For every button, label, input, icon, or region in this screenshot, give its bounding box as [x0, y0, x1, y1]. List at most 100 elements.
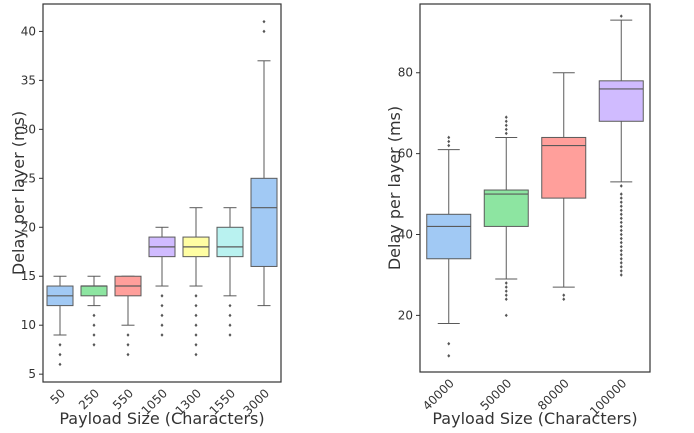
right-y-axis-label: Delay per layer (ms): [385, 106, 404, 270]
right-outlier-point: [619, 14, 623, 18]
right-y-tick-label: 40: [398, 228, 413, 242]
left-outlier-point: [228, 303, 232, 308]
left-outlier-point: [92, 342, 96, 347]
right-outlier-point: [619, 200, 623, 204]
left-y-axis-label: Delay per layer (ms): [9, 111, 28, 275]
left-outlier-point: [194, 313, 198, 318]
right-outlier-point: [447, 143, 451, 148]
left-outlier-point: [228, 323, 232, 328]
left-outlier-point: [92, 313, 96, 318]
right-outlier-point: [619, 212, 623, 217]
right-outlier-point: [619, 244, 623, 249]
left-outlier-point: [126, 352, 130, 357]
right-outlier-point: [504, 131, 508, 136]
right-box-80000: [541, 136, 587, 199]
right-outlier-point: [504, 127, 508, 132]
right-box-50000: [483, 189, 529, 227]
left-x-tick-label: 50: [47, 386, 68, 407]
right-outlier-point: [619, 256, 623, 261]
right-outlier-point: [619, 232, 623, 237]
right-outlier-point: [504, 119, 508, 124]
left-outlier-point: [58, 352, 62, 357]
left-outlier-point: [58, 342, 62, 347]
right-outlier-point: [619, 196, 623, 200]
right-outlier-point: [504, 313, 508, 318]
left-outlier-point: [194, 333, 198, 337]
right-outlier-point: [447, 341, 451, 346]
left-outlier-point: [228, 333, 232, 337]
right-outlier-point: [619, 216, 623, 221]
left-outlier-point: [160, 294, 164, 298]
left-outlier-point: [92, 333, 96, 337]
right-outlier-point: [619, 208, 623, 213]
left-outlier-point: [194, 303, 198, 308]
left-y-tick-label: 35: [21, 73, 36, 87]
left-outlier-point: [160, 313, 164, 318]
right-outlier-point: [619, 192, 623, 196]
right-box-40000: [426, 213, 472, 260]
right-outlier-point: [619, 224, 623, 229]
right-outlier-point: [619, 184, 623, 188]
right-outlier-point: [619, 204, 623, 208]
left-box-250: [80, 285, 108, 297]
left-outlier-point: [58, 362, 62, 367]
right-outlier-point: [619, 265, 623, 269]
right-outlier-point: [619, 240, 623, 245]
left-y-tick-label: 20: [21, 220, 36, 234]
left-box-1550: [216, 226, 244, 258]
left-plot-frame: [42, 3, 282, 383]
left-outlier-point: [160, 303, 164, 308]
right-outlier-point: [619, 248, 623, 253]
left-x-axis-label: Payload Size (Characters): [59, 409, 264, 428]
left-y-tick-label: 5: [28, 367, 36, 381]
right-outlier-point: [504, 293, 508, 297]
left-y-tick-label: 25: [21, 171, 36, 185]
right-outlier-point: [504, 123, 508, 128]
right-plot-frame: [419, 3, 651, 373]
right-outlier-point: [447, 354, 451, 358]
right-outlier-point: [619, 236, 623, 241]
left-outlier-point: [262, 19, 266, 24]
right-outlier-point: [619, 269, 623, 273]
right-y-tick-label: 60: [398, 147, 413, 161]
right-outlier-point: [504, 115, 508, 120]
right-x-tick-label: 50000: [477, 376, 514, 413]
left-outlier-point: [194, 342, 198, 347]
left-outlier-point: [160, 323, 164, 328]
right-outlier-point: [447, 139, 451, 144]
right-outlier-point: [504, 285, 508, 289]
right-outlier-point: [562, 293, 566, 297]
left-y-tick-label: 40: [21, 24, 36, 38]
left-y-tick-label: 15: [21, 269, 36, 283]
right-y-tick-label: 80: [398, 66, 413, 80]
left-outlier-point: [228, 313, 232, 318]
left-y-tick-label: 30: [21, 122, 36, 136]
right-outlier-point: [504, 297, 508, 302]
left-outlier-point: [194, 323, 198, 328]
right-x-axis-label: Payload Size (Characters): [432, 409, 637, 428]
right-y-tick-label: 20: [398, 308, 413, 322]
left-outlier-point: [126, 333, 130, 337]
right-outlier-point: [504, 281, 508, 285]
right-x-tick-label: 80000: [535, 376, 572, 413]
right-outlier-point: [447, 135, 451, 140]
left-y-tick-label: 10: [21, 318, 36, 332]
right-outlier-point: [504, 289, 508, 293]
right-outlier-point: [562, 297, 566, 302]
left-outlier-point: [194, 352, 198, 357]
left-outlier-point: [194, 294, 198, 298]
right-outlier-point: [619, 228, 623, 233]
left-outlier-point: [262, 29, 266, 34]
left-outlier-point: [160, 333, 164, 337]
right-outlier-point: [619, 220, 623, 225]
left-outlier-point: [92, 323, 96, 328]
right-outlier-point: [619, 252, 623, 257]
right-x-tick-label: 40000: [420, 376, 457, 413]
right-outlier-point: [619, 261, 623, 265]
left-outlier-point: [126, 342, 130, 347]
left-box-3000: [250, 177, 278, 267]
right-box-100000: [598, 80, 644, 122]
